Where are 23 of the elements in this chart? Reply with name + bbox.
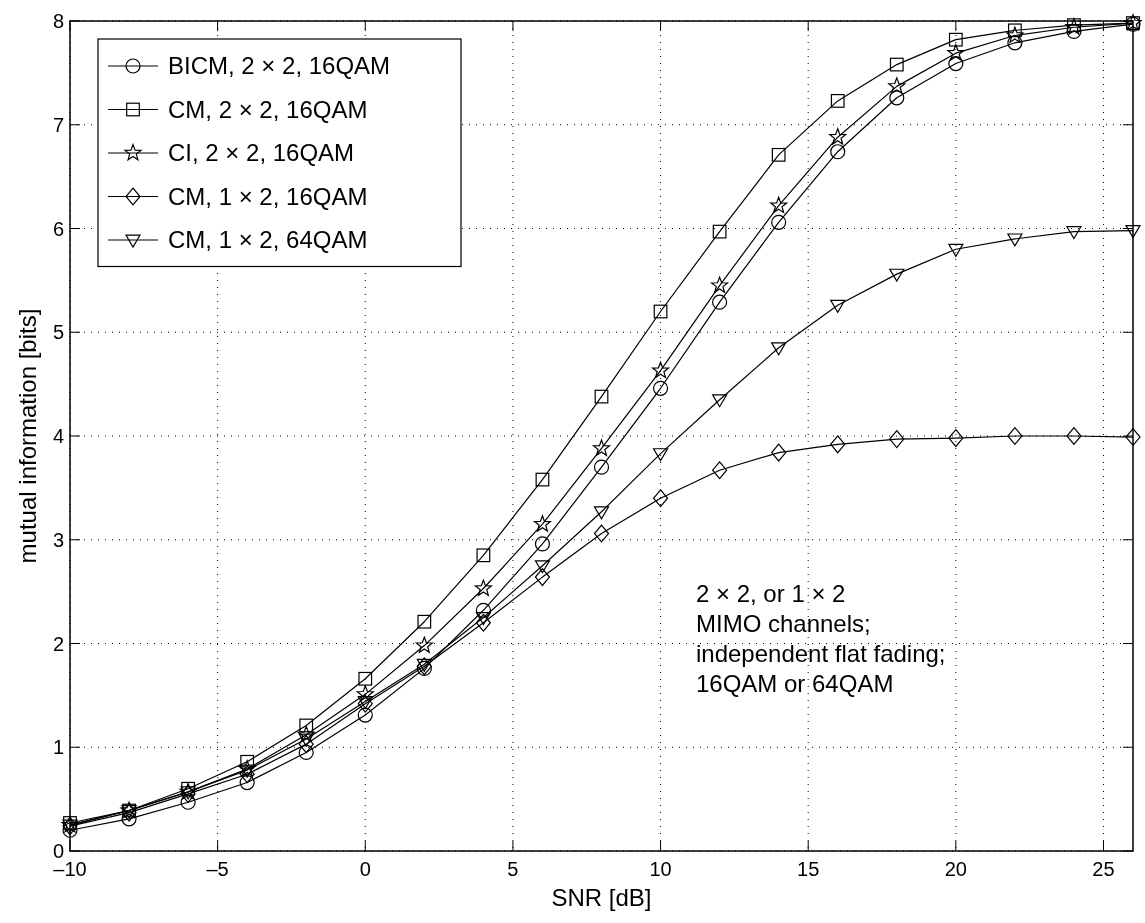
y-tick-label: 5 [52,321,64,344]
y-tick-label: 2 [52,632,64,655]
y-tick-label: 6 [52,217,64,240]
x-tick-label: 0 [359,858,371,880]
x-tick-label: 25 [1092,858,1115,880]
x-axis-title: SNR [dB] [551,884,652,911]
x-tick-label: 15 [797,858,820,880]
x-tick-label: 20 [944,858,967,880]
legend-label: CM, 1 × 2, 16QAM [168,182,368,210]
y-tick-label: 7 [52,113,64,136]
y-tick-label: 8 [52,10,64,32]
x-tick-label: 5 [507,858,519,880]
y-tick-label: 4 [52,425,64,447]
annotation: 2 × 2, or 1 × 2 MIMO channels; independent flat fading; 16QAM or 64QAM [695,580,946,697]
y-tick-label: 3 [52,528,64,551]
legend-label: CM, 1 × 2, 64QAM [168,226,368,254]
legend-label: CI, 2 × 2, 16QAM [168,139,355,167]
y-tick-label: 1 [52,736,64,759]
legend-label: BICM, 2 × 2, 16QAM [168,52,391,80]
y-axis-title: mutual information [bits] [14,308,41,564]
x-tick-label: 10 [649,858,672,880]
legend-label: CM, 2 × 2, 16QAM [168,95,368,123]
x-tick-label: –5 [206,858,229,880]
